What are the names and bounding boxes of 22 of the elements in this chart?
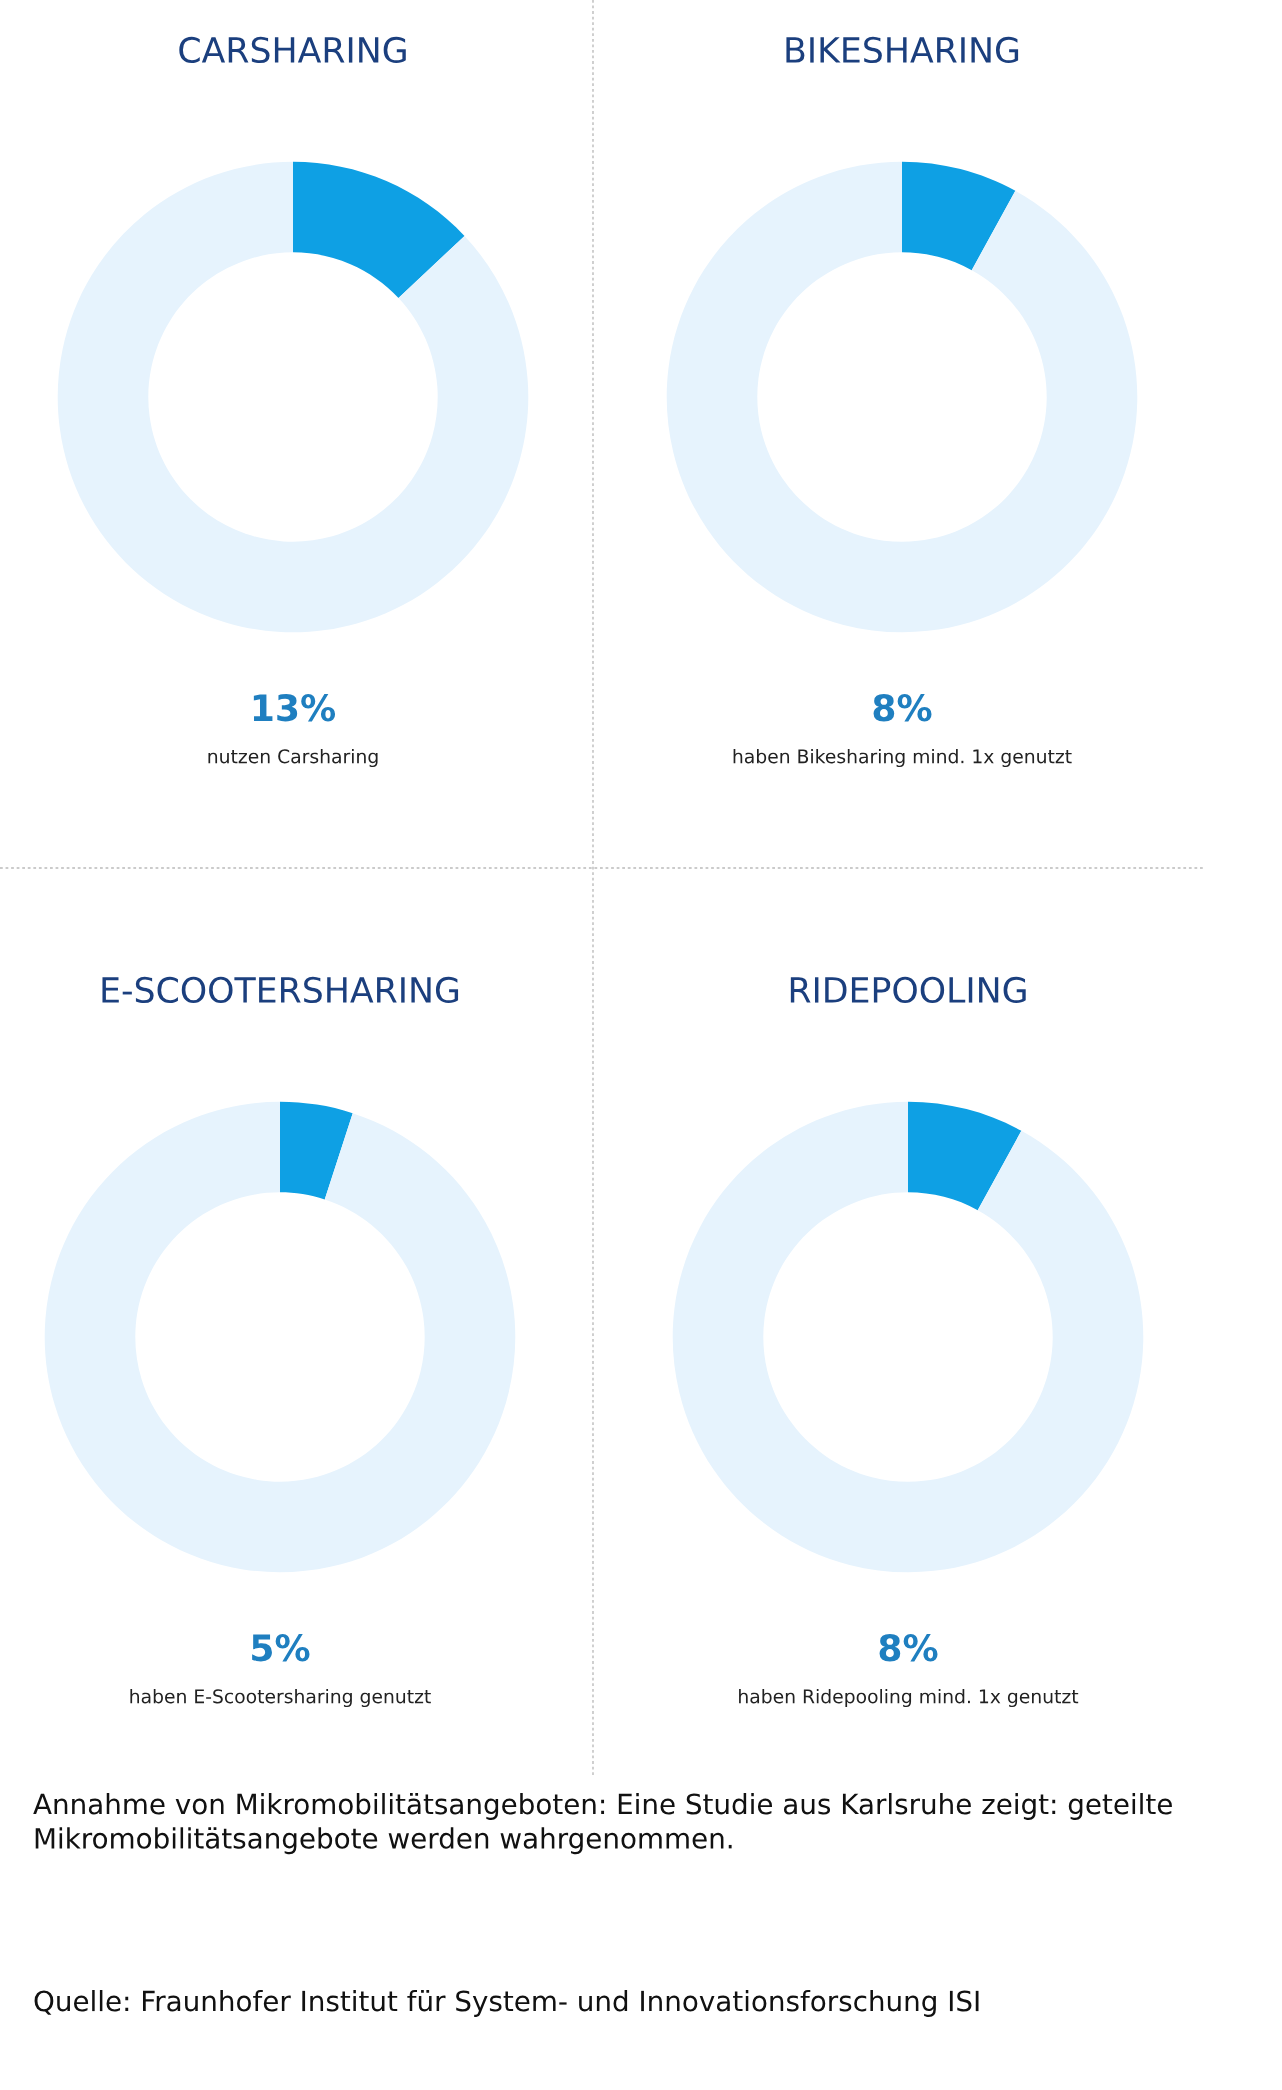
text: Annahme von Mikromobilitätsangeboten: Eine Studie aus Karlsruhe zeigt: geteilte Mikromobilitätsangebote werden wahrgenommen. xyxy=(33,1793,1172,1855)
donut-slice xyxy=(908,1101,1022,1211)
text: haben Bikesharing mind. 1x genutzt xyxy=(733,748,1072,768)
text: nutzen Carsharing xyxy=(208,748,378,768)
text: haben E-Scootersharing genutzt xyxy=(130,1688,431,1708)
chart-title: RIDEPOOLING xyxy=(790,976,1026,1004)
text: 13% xyxy=(253,694,336,722)
chart-title: E-SCOOTERSHARING xyxy=(102,976,459,1004)
source-note: Quelle: Fraunhofer Institut für System- und Innovationsforschung ISI xyxy=(34,1990,979,2017)
chart-title: CARSHARING xyxy=(179,36,406,64)
text: 8% xyxy=(873,694,932,722)
donut-slice xyxy=(293,161,465,298)
text: 8% xyxy=(879,1634,938,1662)
donut-slice xyxy=(666,161,1138,633)
text: haben Ridepooling mind. 1x genutzt xyxy=(739,1688,1079,1708)
donut-slice xyxy=(280,1101,353,1200)
chart-title: BIKESHARING xyxy=(786,36,1019,64)
text: 5% xyxy=(252,1634,310,1662)
donut-slice xyxy=(902,161,1016,271)
donut-slice xyxy=(44,1101,516,1573)
donut-slice xyxy=(672,1101,1144,1573)
donut-slice xyxy=(57,161,529,633)
